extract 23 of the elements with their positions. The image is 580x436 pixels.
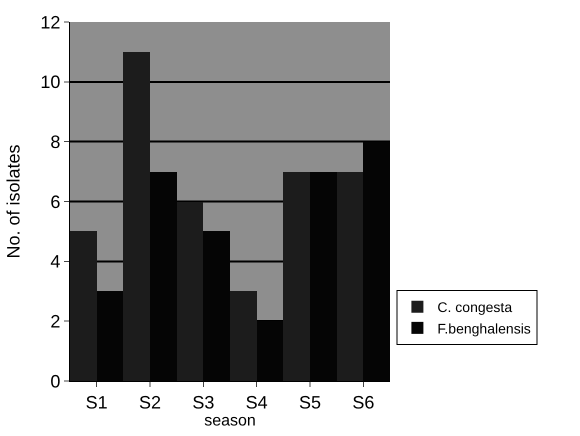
- y-tick-label: 6: [50, 192, 60, 212]
- legend-label: C. congesta: [437, 299, 512, 316]
- bar: [230, 291, 257, 381]
- x-axis-title: season: [204, 412, 256, 430]
- x-tick-label: S4: [246, 392, 268, 413]
- y-tick-label: 8: [50, 132, 60, 152]
- legend-label: F.benghalensis: [437, 320, 531, 336]
- y-tick-label: 12: [40, 12, 60, 32]
- x-tick-label: S5: [298, 392, 322, 413]
- bar: [123, 52, 150, 381]
- x-tick-label: S3: [192, 392, 214, 413]
- y-tick-label: 4: [50, 252, 60, 272]
- bar: [283, 172, 310, 381]
- y-tick-label: 10: [40, 72, 60, 92]
- x-tick-label: S1: [86, 392, 108, 413]
- bar: [337, 172, 363, 381]
- y-tick-label: 2: [50, 311, 60, 332]
- y-axis-title: No. of isolates: [4, 144, 24, 259]
- bar: [177, 202, 203, 381]
- y-tick-label: 0: [50, 371, 60, 392]
- x-tick-label: S6: [352, 392, 374, 413]
- bar: [70, 231, 97, 381]
- x-tick-label: S2: [138, 392, 162, 413]
